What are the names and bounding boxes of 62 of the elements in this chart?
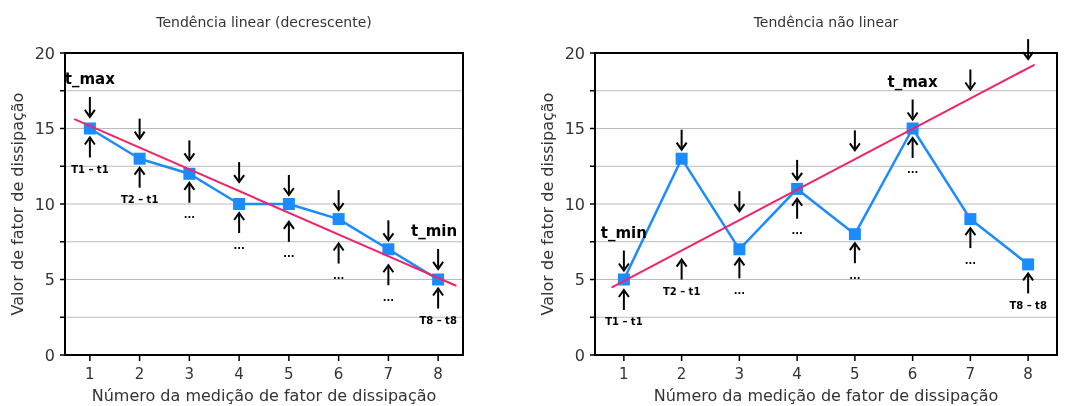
annotation: T1 – t1 (605, 316, 643, 328)
x-tick-label: 6 (333, 365, 344, 383)
annotation: ... (382, 291, 395, 303)
y-tick-label: 10 (564, 194, 585, 214)
chart-title: Tendência linear (decrescente) (155, 14, 372, 30)
x-axis-title: Número da medição de fator de dissipação (91, 386, 437, 405)
y-tick-label: 0 (44, 345, 55, 365)
annotation: t_max (887, 72, 938, 91)
x-tick-label: 6 (907, 365, 918, 383)
y-tick-label: 5 (574, 270, 585, 290)
annotation: T2 – t1 (662, 286, 701, 298)
annotation: ... (283, 248, 295, 260)
x-tick-label: 5 (284, 365, 294, 383)
x-tick-label: 7 (965, 365, 976, 383)
annotation: ... (849, 269, 861, 281)
x-tick-label: 8 (433, 365, 443, 383)
point (382, 243, 395, 256)
y-tick-label: 20 (564, 43, 585, 63)
point (675, 152, 688, 165)
y-axis-title: Valor de fator de dissipação (538, 92, 557, 316)
annotation: ... (183, 209, 196, 221)
x-tick-label: 2 (676, 365, 687, 383)
y-axis-title: Valor de fator de dissipação (8, 92, 27, 316)
x-axis-title: Número da medição de fator de dissipação (653, 386, 999, 405)
annotation: t_min (600, 223, 647, 242)
point (1022, 258, 1035, 271)
x-tick-label: 3 (184, 365, 195, 383)
annotation: t_min (411, 222, 458, 241)
annotation: T2 – t1 (120, 194, 159, 206)
y-tick-label: 5 (44, 270, 55, 290)
y-tick-label: 15 (564, 119, 585, 139)
x-tick-label: 5 (850, 365, 860, 383)
annotation: T8 – t8 (419, 315, 457, 326)
y-tick-label: 15 (34, 119, 55, 139)
chart-title: Tendência não linear (752, 14, 899, 30)
annotation: ... (332, 270, 345, 282)
point (332, 213, 345, 226)
x-tick-label: 7 (383, 365, 394, 383)
point (964, 213, 977, 226)
x-tick-label: 2 (134, 365, 145, 383)
x-tick-label: 1 (85, 365, 95, 383)
annotation: ... (791, 225, 803, 237)
y-tick-label: 0 (574, 345, 585, 365)
x-tick-label: 8 (1023, 365, 1033, 383)
annotation: t_max (64, 70, 116, 89)
y-tick-label: 10 (34, 194, 55, 214)
x-tick-label: 3 (734, 365, 745, 383)
point (233, 198, 246, 210)
point (133, 152, 146, 165)
point (282, 198, 295, 210)
x-tick-label: 4 (234, 365, 244, 383)
annotation: ... (964, 254, 977, 266)
annotation: ... (233, 239, 245, 251)
y-tick-label: 20 (34, 43, 55, 63)
annotation: T8 – t8 (1009, 299, 1047, 311)
point (733, 243, 746, 256)
point (848, 228, 861, 241)
annotation: ... (906, 164, 919, 176)
annotation: ... (733, 284, 746, 296)
x-tick-label: 4 (792, 365, 802, 383)
annotation: T1 – t1 (71, 164, 109, 175)
x-tick-label: 1 (619, 365, 629, 383)
